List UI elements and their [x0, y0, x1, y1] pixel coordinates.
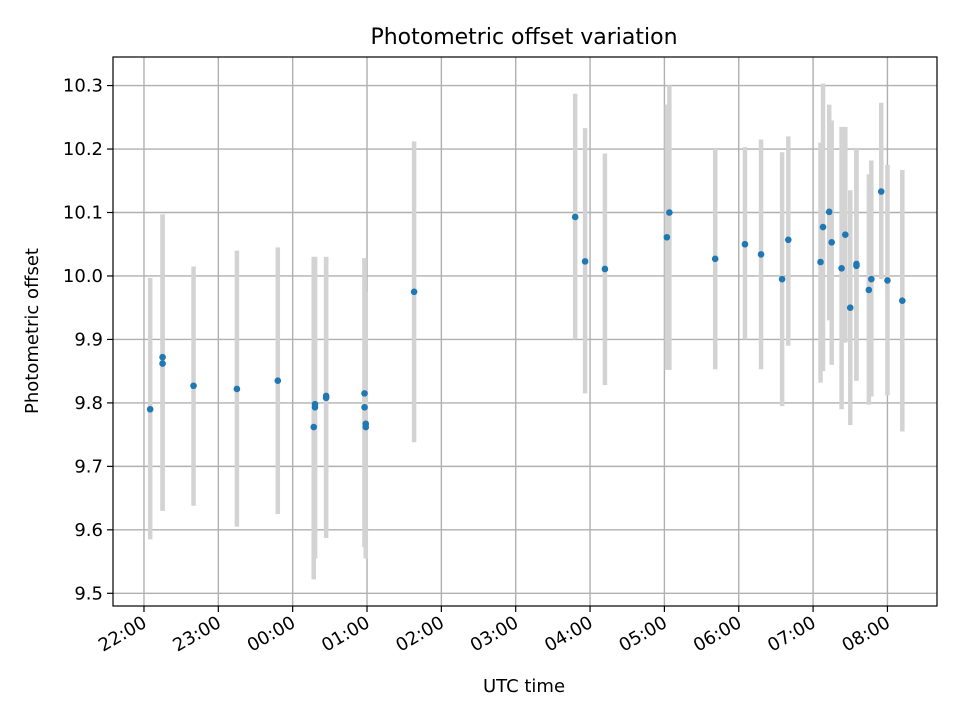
data-point [666, 209, 673, 216]
data-point [817, 258, 824, 266]
data-point [361, 404, 368, 411]
x-tick-label: 01:00 [318, 612, 373, 656]
x-tick-label: 02:00 [392, 612, 447, 656]
y-tick-label: 10.3 [63, 76, 103, 97]
data-point [361, 390, 368, 397]
chart-title: Photometric offset variation [370, 25, 677, 50]
y-tick-label: 9.5 [74, 583, 103, 604]
data-point [159, 353, 166, 361]
data-point [865, 286, 873, 294]
x-tick-label: 04:00 [541, 612, 596, 656]
data-point [846, 304, 854, 311]
data-point [146, 405, 154, 413]
data-point [663, 233, 671, 241]
x-axis-title: UTC time [483, 676, 565, 697]
y-tick-label: 10.2 [63, 139, 103, 160]
x-tick-label: 05:00 [615, 612, 670, 656]
data-point [741, 240, 749, 248]
data-point [778, 275, 786, 283]
data-point [362, 420, 370, 428]
x-tick-label: 08:00 [839, 612, 894, 656]
data-point [711, 255, 719, 263]
y-tick-label: 10.1 [63, 202, 103, 223]
data-point [757, 251, 765, 258]
data-point [190, 382, 197, 390]
data-point [899, 297, 906, 305]
data-point [828, 239, 835, 246]
data-point [877, 188, 885, 195]
grid [113, 57, 937, 606]
x-tick-label: 03:00 [467, 612, 522, 656]
y-tick-label: 9.6 [74, 520, 103, 541]
data-point [311, 400, 319, 408]
axis-ticks: 22:00 23:00 00:00 01:00 02:00 03:00 04:00 05:00… [63, 76, 894, 657]
data-point [159, 360, 166, 367]
y-tick-label: 9.8 [74, 393, 103, 414]
data-points [146, 188, 906, 431]
data-point [601, 265, 609, 273]
data-point [322, 392, 330, 400]
data-point [884, 277, 891, 284]
data-point [842, 231, 849, 239]
x-tick-label: 23:00 [169, 612, 224, 656]
y-tick-label: 9.7 [74, 456, 103, 477]
data-point [410, 288, 418, 296]
data-point [853, 260, 860, 268]
x-tick-label: 22:00 [95, 612, 150, 656]
data-point [819, 223, 827, 231]
data-point [310, 423, 318, 431]
data-point [581, 258, 589, 265]
x-tick-label: 07:00 [764, 612, 819, 656]
x-tick-label: 00:00 [244, 612, 299, 656]
data-point [785, 236, 792, 244]
data-point [233, 385, 241, 393]
data-point [825, 208, 833, 216]
x-tick-label: 06:00 [690, 612, 745, 656]
data-point [868, 275, 875, 283]
y-tick-label: 10.0 [63, 266, 103, 287]
plot-area-frame [112, 56, 938, 607]
y-axis-title: Photometric offset [22, 248, 43, 414]
y-tick-label: 9.9 [74, 329, 103, 350]
data-point [571, 213, 579, 221]
data-point [274, 377, 282, 384]
errorbars [147, 83, 905, 580]
data-point [838, 265, 845, 272]
